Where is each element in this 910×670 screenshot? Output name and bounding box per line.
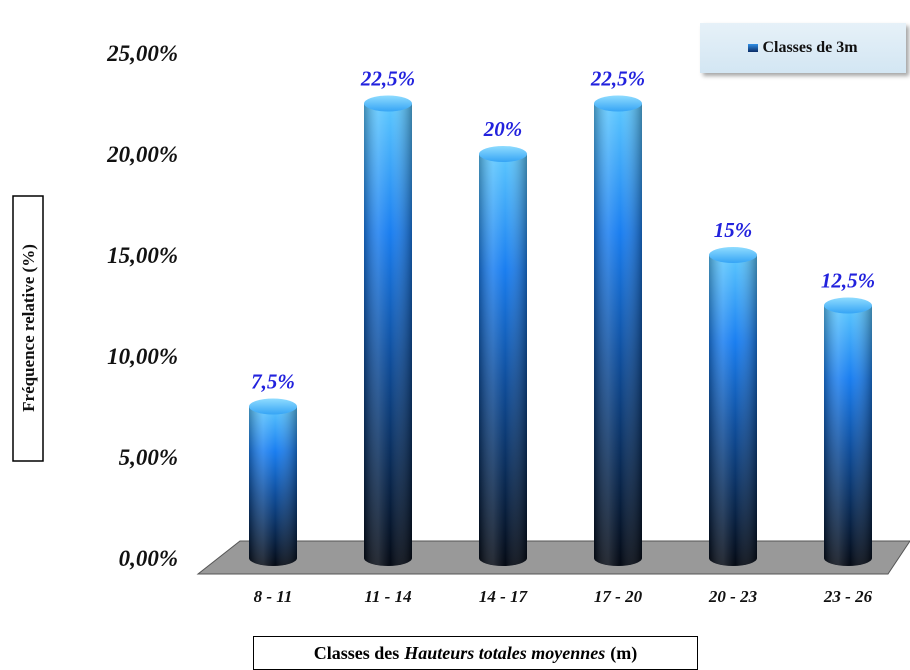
- x-tick-label: 20 - 23: [708, 587, 758, 606]
- data-label: 22,5%: [360, 67, 415, 91]
- legend-label: Classes de 3m: [762, 39, 858, 56]
- data-label: 15%: [714, 218, 753, 242]
- legend: Classes de 3m: [700, 23, 906, 73]
- bar: [479, 146, 527, 566]
- x-tick-label: 14 - 17: [479, 587, 529, 606]
- bar: [249, 398, 297, 566]
- chart-floor: [196, 540, 910, 575]
- y-tick-label: 25,00%: [106, 41, 178, 66]
- bar: [594, 95, 642, 566]
- y-tick-label: 10,00%: [107, 344, 178, 369]
- bar: [709, 247, 757, 566]
- x-tick-label: 11 - 14: [364, 587, 411, 606]
- legend-swatch: [748, 44, 759, 52]
- y-tick-label: 20,00%: [106, 142, 178, 167]
- data-label: 7,5%: [251, 370, 295, 394]
- data-label: 12,5%: [821, 269, 875, 293]
- bar: [824, 297, 872, 566]
- x-tick-label: 17 - 20: [594, 587, 643, 606]
- y-tick-label: 0,00%: [119, 546, 178, 571]
- y-axis-label: Fréquence relative (%): [19, 244, 38, 412]
- x-tick-label: 23 - 26: [823, 587, 873, 606]
- y-tick-label: 5,00%: [119, 445, 178, 470]
- y-tick-label: 15,00%: [107, 243, 178, 268]
- data-label: 22,5%: [590, 67, 645, 91]
- x-axis-label-suffix: (m): [610, 642, 638, 663]
- bar: [364, 95, 412, 566]
- x-axis-title: Classes des Hauteurs totales moyennes (m…: [253, 636, 698, 670]
- y-axis-title: Fréquence relative (%): [12, 195, 44, 462]
- data-label: 20%: [483, 117, 523, 141]
- x-axis-label-emphasis: Hauteurs totales moyennes: [404, 642, 606, 663]
- x-tick-label: 8 - 11: [254, 587, 293, 606]
- x-axis-label-prefix: Classes des: [313, 642, 400, 663]
